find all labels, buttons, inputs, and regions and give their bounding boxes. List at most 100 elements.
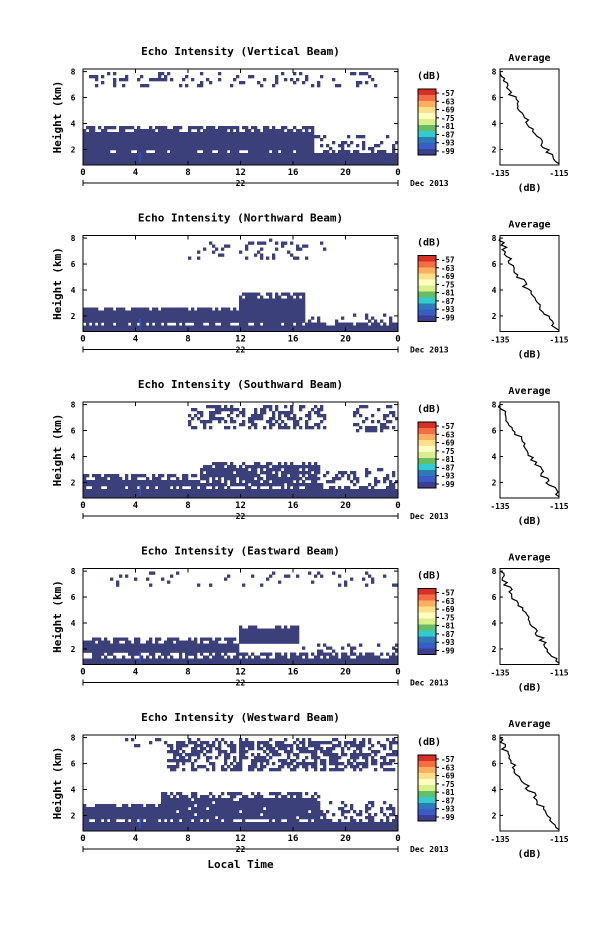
echo-cell — [194, 822, 198, 826]
echo-cell — [188, 319, 192, 323]
echo-cell — [314, 477, 318, 481]
echo-cell — [359, 156, 363, 160]
echo-cell — [119, 132, 123, 136]
echo-cell — [161, 72, 165, 76]
echo-cell — [230, 411, 234, 415]
echo-cell — [143, 138, 147, 142]
echo-cell — [302, 141, 306, 145]
echo-cell — [143, 153, 147, 157]
avg-frame — [499, 401, 560, 499]
echo-cell — [317, 414, 321, 418]
echo-cell — [368, 652, 372, 656]
echo-cell — [248, 316, 252, 320]
echo-cell — [275, 804, 279, 808]
echo-cell — [110, 495, 114, 499]
echo-cell — [251, 762, 255, 766]
echo-cell — [119, 156, 123, 160]
echo-cell — [266, 634, 270, 638]
echo-cell — [197, 828, 201, 832]
echo-cell — [167, 474, 171, 478]
echo-cell — [158, 822, 162, 826]
echo-cell — [152, 652, 156, 656]
echo-cell — [116, 483, 120, 487]
echo-cell — [296, 637, 300, 641]
echo-cell — [227, 156, 231, 160]
echo-cell — [266, 655, 270, 659]
echo-cell — [152, 489, 156, 493]
echo-cell — [104, 483, 108, 487]
echo-cell — [230, 126, 234, 130]
echo-cell — [218, 474, 222, 478]
echo-cell — [227, 477, 231, 481]
echo-cell — [230, 658, 234, 662]
echo-cell — [173, 756, 177, 760]
echo-cell — [263, 241, 267, 245]
echo-cell — [275, 492, 279, 496]
echo-cell — [257, 756, 261, 760]
echo-cell — [242, 313, 246, 317]
echo-cell — [353, 646, 357, 650]
echo-cell — [143, 649, 147, 653]
echo-cell — [140, 319, 144, 323]
echo-cell — [317, 411, 321, 415]
echo-cell — [119, 141, 123, 145]
echo-cell — [107, 492, 111, 496]
echo-cell — [263, 640, 267, 644]
echo-cell — [131, 649, 135, 653]
echo-cell — [89, 75, 93, 79]
echo-cell — [218, 129, 222, 133]
echo-cell — [98, 141, 102, 145]
echo-cell — [356, 411, 360, 415]
echo-cell — [158, 144, 162, 148]
day-label: 22 — [236, 512, 246, 521]
echo-cell — [281, 807, 285, 811]
echo-cell — [206, 144, 210, 148]
echo-cell — [212, 250, 216, 254]
echo-cell — [101, 822, 105, 826]
echo-cell — [161, 153, 165, 157]
echo-cell — [248, 768, 252, 772]
echo-cell — [320, 156, 324, 160]
echo-cell — [161, 489, 165, 493]
echo-cell — [92, 658, 96, 662]
echo-cell — [383, 480, 387, 484]
echo-cell — [275, 477, 279, 481]
echo-cell — [194, 147, 198, 151]
x-tick-label: 20 — [340, 335, 351, 345]
echo-cell — [260, 156, 264, 160]
echo-cell — [218, 319, 222, 323]
echo-cell — [242, 652, 246, 656]
echo-cell — [209, 801, 213, 805]
echo-cell — [272, 150, 276, 154]
echo-cell — [233, 138, 237, 142]
echo-cell — [239, 762, 243, 766]
echo-cell — [233, 747, 237, 751]
echo-cell — [386, 658, 390, 662]
echo-cell — [224, 405, 228, 409]
colorbar-swatch — [418, 624, 436, 631]
echo-cell — [245, 316, 249, 320]
echo-cell — [164, 792, 168, 796]
echo-cell — [95, 822, 99, 826]
echo-cell — [368, 489, 372, 493]
echo-cell — [83, 138, 87, 142]
echo-cell — [164, 492, 168, 496]
echo-cell — [344, 489, 348, 493]
echo-cell — [263, 325, 267, 329]
echo-cell — [380, 492, 384, 496]
echo-cell — [203, 307, 207, 311]
echo-cell — [146, 319, 150, 323]
echo-cell — [137, 483, 141, 487]
echo-cell — [152, 822, 156, 826]
echo-cell — [161, 643, 165, 647]
echo-cell — [305, 75, 309, 79]
echo-cell — [167, 480, 171, 484]
echo-cell — [335, 162, 339, 166]
echo-cell — [212, 129, 216, 133]
echo-cell — [107, 325, 111, 329]
echo-cell — [215, 492, 219, 496]
echo-cell — [341, 646, 345, 650]
echo-cell — [257, 162, 261, 166]
echo-cell — [227, 325, 231, 329]
echo-cell — [143, 828, 147, 832]
